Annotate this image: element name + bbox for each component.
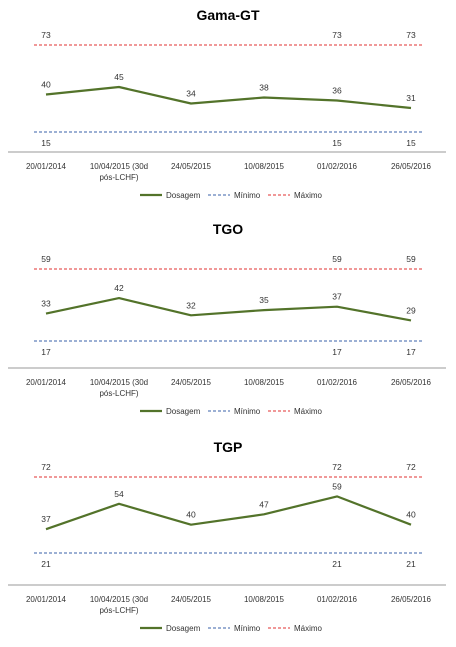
x-tick-label: 24/05/2015 [171, 162, 212, 171]
dosagem-value-label: 47 [259, 499, 269, 509]
dosagem-value-label: 42 [114, 283, 124, 293]
dosagem-value-label: 38 [259, 83, 269, 93]
legend-label: Dosagem [166, 407, 201, 416]
x-tick-label: 01/02/2016 [317, 162, 358, 171]
dosagem-value-label: 37 [332, 292, 342, 302]
maximo-label: 73 [332, 30, 342, 40]
minimo-label: 15 [332, 138, 342, 148]
legend-label: Máximo [294, 407, 323, 416]
x-tick-label: 01/02/2016 [317, 378, 358, 387]
legend-label: Dosagem [166, 191, 201, 200]
maximo-label: 59 [332, 254, 342, 264]
x-tick-label: 10/04/2015 (30d pós-LCHF) [90, 378, 148, 398]
x-tick-label: 26/05/2016 [391, 595, 432, 604]
maximo-label: 72 [406, 462, 416, 472]
x-tick-label: 20/01/2014 [26, 162, 67, 171]
x-tick-label: 10/08/2015 [244, 595, 285, 604]
x-tick-label: 20/01/2014 [26, 595, 67, 604]
dosagem-line [45, 297, 412, 322]
legend-label: Mínimo [234, 407, 261, 416]
dosagem-value-label: 40 [41, 80, 51, 90]
x-tick-label: 10/04/2015 (30d pós-LCHF) [90, 595, 148, 615]
dosagem-line [45, 85, 412, 110]
dosagem-line [45, 495, 412, 531]
legend-label: Máximo [294, 624, 323, 633]
chart-title: TGP [214, 439, 243, 455]
dosagem-value-label: 36 [332, 86, 342, 96]
chart-title: Gama-GT [196, 7, 259, 23]
dosagem-value-label: 34 [186, 89, 196, 99]
dosagem-value-label: 45 [114, 72, 124, 82]
chart-tgp: TGP 72 21 72 21 72 21 37 54 40 47 59 40 20/01/2014 10/… [8, 439, 446, 633]
dosagem-value-label: 40 [186, 510, 196, 520]
minimo-label: 15 [41, 138, 51, 148]
maximo-label: 73 [406, 30, 416, 40]
dosagem-value-label: 32 [186, 300, 196, 310]
chart-title: TGO [213, 221, 243, 237]
legend-label: Mínimo [234, 191, 261, 200]
minimo-label: 21 [406, 559, 416, 569]
x-tick-label: 24/05/2015 [171, 378, 212, 387]
minimo-label: 17 [332, 347, 342, 357]
dosagem-value-label: 54 [114, 489, 124, 499]
x-tick-label: 10/08/2015 [244, 162, 285, 171]
legend-label: Dosagem [166, 624, 201, 633]
x-tick-label: 01/02/2016 [317, 595, 358, 604]
maximo-label: 73 [41, 30, 51, 40]
dosagem-value-label: 33 [41, 299, 51, 309]
minimo-label: 17 [41, 347, 51, 357]
legend-label: Mínimo [234, 624, 261, 633]
dosagem-value-label: 35 [259, 295, 269, 305]
maximo-label: 72 [332, 462, 342, 472]
dosagem-value-label: 37 [41, 514, 51, 524]
x-tick-label: 24/05/2015 [171, 595, 212, 604]
chart-tgo: TGO 59 17 59 17 59 17 33 42 32 35 37 29 20/01/2014 10/… [8, 221, 446, 416]
minimo-label: 17 [406, 347, 416, 357]
dosagem-value-label: 31 [406, 93, 416, 103]
minimo-label: 21 [332, 559, 342, 569]
maximo-label: 59 [406, 254, 416, 264]
chart-gama-gt: Gama-GT 73 15 73 15 73 15 40 45 34 38 36 31 20/01/201… [8, 7, 446, 200]
maximo-label: 72 [41, 462, 51, 472]
legend-label: Máximo [294, 191, 323, 200]
dosagem-value-label: 40 [406, 510, 416, 520]
minimo-label: 21 [41, 559, 51, 569]
minimo-label: 15 [406, 138, 416, 148]
maximo-label: 59 [41, 254, 51, 264]
x-tick-label: 10/04/2015 (30d pós-LCHF) [90, 162, 148, 182]
x-tick-label: 26/05/2016 [391, 162, 432, 171]
x-tick-label: 20/01/2014 [26, 378, 67, 387]
x-tick-label: 10/08/2015 [244, 378, 285, 387]
x-tick-label: 26/05/2016 [391, 378, 432, 387]
dosagem-value-label: 59 [332, 481, 342, 491]
dosagem-value-label: 29 [406, 305, 416, 315]
